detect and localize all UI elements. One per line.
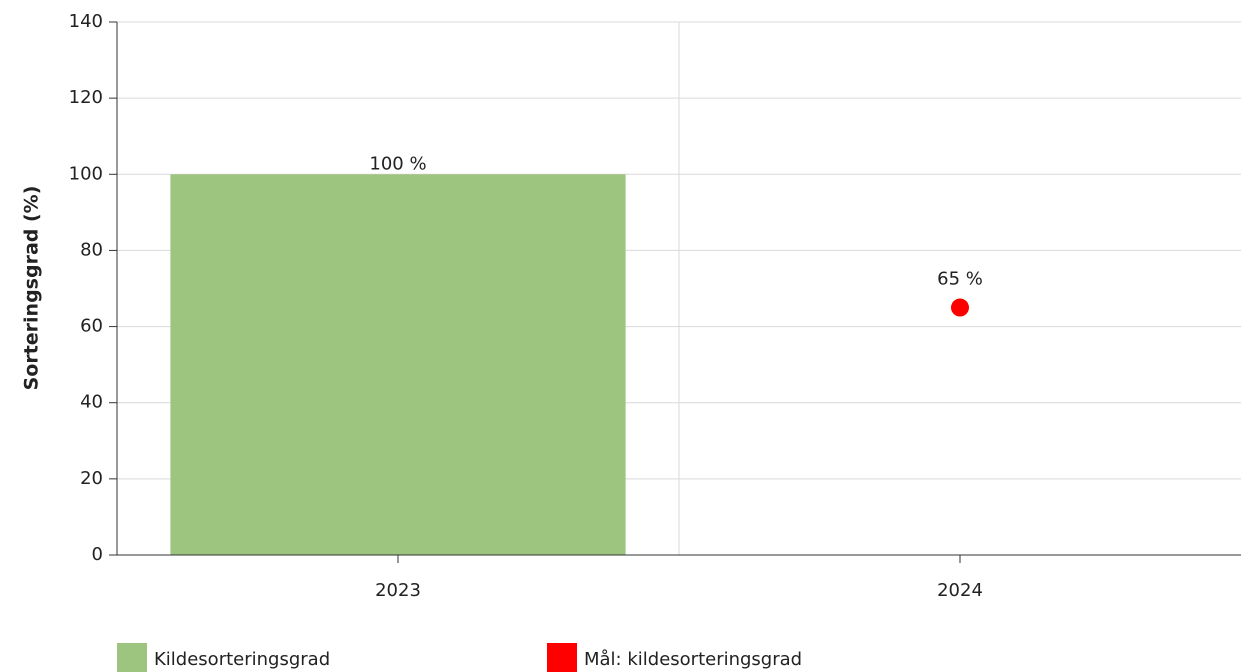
y-tick-label: 20: [80, 468, 103, 489]
x-tick-label: 2023: [375, 580, 421, 601]
y-tick-label: 0: [92, 544, 103, 565]
bar: [170, 174, 626, 556]
legend-label: Kildesorteringsgrad: [154, 649, 330, 670]
y-tick-label: 60: [80, 316, 103, 337]
legend-label: Mål: kildesorteringsgrad: [584, 649, 802, 670]
y-tick-label: 140: [69, 11, 103, 32]
y-axis-label: Sorteringsgrad (%): [21, 186, 43, 391]
x-tick-label: 2024: [937, 580, 983, 601]
y-tick-label: 40: [80, 392, 103, 413]
legend-swatch: [117, 643, 147, 672]
point: [951, 298, 969, 317]
data-label: 100 %: [369, 153, 426, 174]
data-label: 65 %: [937, 269, 983, 290]
y-tick-label: 120: [69, 87, 103, 108]
y-tick-label: 100: [69, 163, 103, 184]
y-tick-label: 80: [80, 239, 103, 260]
legend-swatch: [547, 643, 577, 672]
